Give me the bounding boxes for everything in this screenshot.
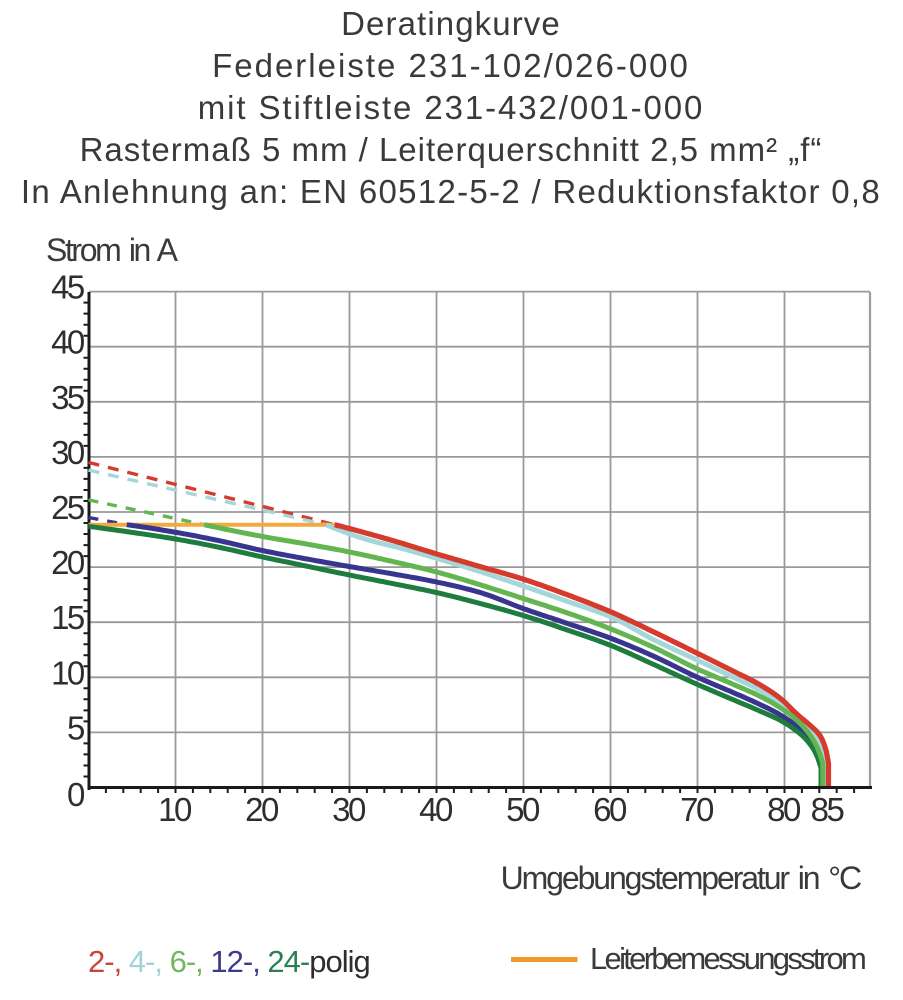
svg-text:In Anlehnung an: EN 60512-5-2: In Anlehnung an: EN 60512-5-2 / Reduktio…	[21, 173, 881, 210]
svg-text:40: 40	[419, 791, 453, 828]
svg-text:Deratingkurve: Deratingkurve	[341, 5, 561, 42]
svg-text:10: 10	[51, 654, 85, 691]
svg-text:50: 50	[506, 791, 540, 828]
svg-text:80: 80	[767, 791, 801, 828]
svg-text:2-, 4-, 6-, 12-, 24-polig: 2-, 4-, 6-, 12-, 24-polig	[88, 944, 370, 979]
svg-text:20: 20	[245, 791, 279, 828]
svg-text:15: 15	[51, 599, 84, 636]
svg-text:20: 20	[51, 544, 85, 581]
svg-text:60: 60	[593, 791, 627, 828]
svg-text:Strom in A: Strom in A	[46, 232, 179, 268]
svg-text:35: 35	[51, 379, 84, 416]
svg-text:85: 85	[811, 791, 844, 828]
svg-text:0: 0	[67, 776, 85, 813]
svg-text:Umgebungstemperatur in °C: Umgebungstemperatur in °C	[501, 860, 861, 896]
svg-text:Federleiste 231-102/026-000: Federleiste 231-102/026-000	[212, 47, 690, 84]
svg-text:5: 5	[67, 709, 84, 746]
svg-text:10: 10	[158, 791, 192, 828]
svg-text:30: 30	[51, 434, 85, 471]
svg-text:40: 40	[51, 324, 85, 361]
svg-text:30: 30	[332, 791, 366, 828]
svg-text:mit Stiftleiste 231-432/001-00: mit Stiftleiste 231-432/001-000	[198, 89, 705, 126]
svg-text:45: 45	[51, 269, 84, 306]
svg-text:Rastermaß 5 mm / Leiterquersch: Rastermaß 5 mm / Leiterquerschnitt 2,5 m…	[80, 131, 823, 168]
svg-text:Leiterbemessungsstrom: Leiterbemessungsstrom	[590, 941, 865, 976]
svg-text:25: 25	[51, 489, 84, 526]
svg-text:70: 70	[680, 791, 714, 828]
